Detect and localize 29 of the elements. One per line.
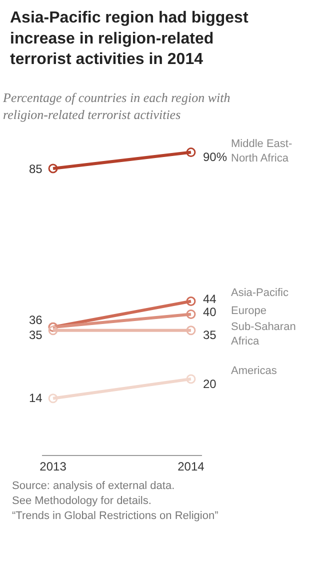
data-label: 35 [203,328,217,342]
text: Europe [231,305,266,317]
point [48,394,58,404]
point [186,374,196,384]
point [186,326,196,336]
x-tick-label: 2014 [178,459,205,474]
data-label: 14 [29,391,43,405]
point [186,296,196,306]
point [48,326,58,336]
data-label: 90% [203,150,228,164]
text: Sub-Saharan Africa [231,321,296,348]
text: Asia-Pacific [231,287,289,299]
data-label: 20 [203,377,217,391]
data-label: 44 [203,292,217,306]
text: Americas [231,365,278,377]
point [48,164,58,174]
x-tick-label: 2013 [40,459,67,474]
data-label: 85 [29,162,43,176]
source-note: Source: analysis of external data. [12,480,175,492]
data-label: 36 [29,313,43,327]
data-label: 35 [29,328,43,342]
text: See Methodology for details. [12,495,152,507]
point [186,148,196,158]
chart-subtitle: Percentage of countries in each region with religion-related terrorist activities [2,90,230,122]
data-label: 40 [203,305,217,319]
text: Middle East-North Africa [231,138,292,164]
chart-title: Asia-Pacific region had biggest increase in religion-related terrorist activities in 2014 [10,10,249,68]
point [186,309,196,319]
text: “Trends in Global Restrictions on Religion” [12,510,219,522]
